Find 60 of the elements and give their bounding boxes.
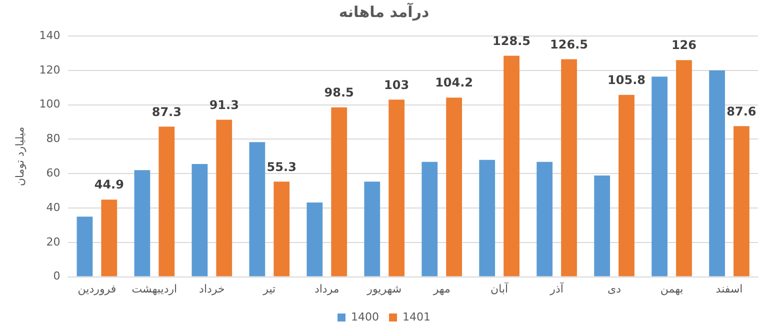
data-label: 105.8 (608, 72, 646, 87)
data-label: 87.6 (726, 104, 756, 118)
x-tick-label: تیر (262, 282, 276, 296)
y-tick-label: 40 (46, 200, 60, 214)
x-tick-label: شهریور (366, 282, 402, 296)
x-tick-label: آذر (549, 281, 564, 296)
bar (504, 56, 520, 276)
bar (652, 76, 668, 276)
bar (331, 107, 348, 276)
chart-title: درآمد ماهانه (338, 2, 430, 21)
y-tick-label: 100 (39, 98, 60, 111)
bar (134, 170, 150, 276)
legend-label: 1401 (402, 310, 430, 324)
data-label: 91.3 (209, 98, 239, 112)
data-label: 103 (384, 78, 410, 92)
y-tick-label: 140 (39, 28, 60, 42)
x-tick-label: اسفند (716, 282, 743, 296)
bar (536, 162, 553, 276)
bar (158, 126, 175, 276)
bar (594, 175, 610, 276)
legend-label: 1400 (351, 310, 380, 324)
data-label: 126.5 (550, 37, 588, 52)
data-label: 87.3 (152, 104, 182, 119)
y-tick-label: 60 (46, 166, 60, 180)
x-tick-label: بهمن (660, 282, 684, 296)
y-tick-label: 0 (53, 270, 60, 283)
bar (479, 160, 496, 276)
bar (618, 94, 634, 276)
x-tick-label: فروردین (78, 282, 116, 296)
bar (364, 182, 380, 276)
data-label: 126 (671, 38, 697, 52)
bar (561, 59, 577, 276)
bar (216, 120, 232, 276)
y-axis-title: میلیارد تومان (13, 126, 26, 186)
data-label: 98.5 (324, 86, 354, 100)
bar (274, 182, 290, 276)
x-tick-label: اردیبهشت (132, 282, 178, 296)
bar (76, 216, 93, 276)
x-tick-label: خرداد (199, 282, 225, 296)
data-label: 55.3 (266, 160, 296, 174)
data-label: 128.5 (492, 34, 531, 48)
data-label: 104.2 (435, 76, 474, 90)
x-tick-label: مهر (432, 282, 450, 296)
bar (734, 126, 750, 276)
bar (446, 98, 462, 276)
bar (101, 200, 118, 276)
y-tick-label: 80 (46, 132, 60, 146)
x-tick-label: دی (608, 282, 622, 296)
x-tick-label: مرداد (314, 282, 340, 296)
y-tick-label: 120 (39, 63, 60, 76)
y-tick-label: 20 (46, 235, 60, 248)
bar (676, 60, 692, 276)
bar (709, 70, 725, 276)
bar (306, 202, 323, 276)
bar (192, 164, 208, 276)
bar (388, 100, 405, 276)
data-label: 44.9 (94, 178, 124, 192)
bar (249, 142, 266, 276)
bar (422, 162, 438, 276)
x-tick-label: آبان (490, 281, 510, 296)
